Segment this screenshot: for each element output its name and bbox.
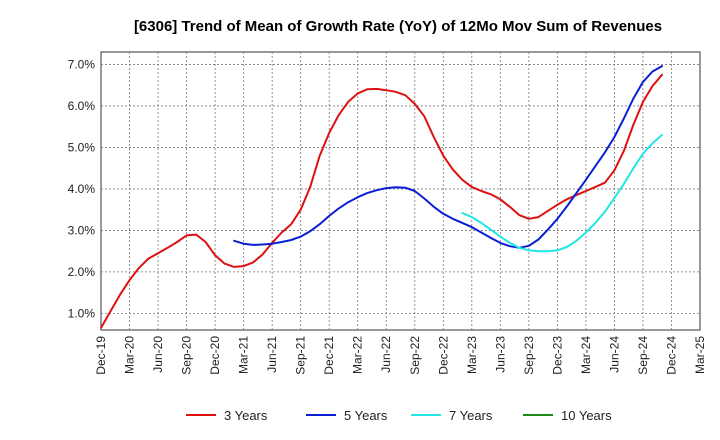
x-tick-label: Mar-24 — [579, 336, 593, 374]
x-tick-label: Jun-24 — [607, 336, 621, 373]
y-tick-label: 6.0% — [68, 99, 96, 113]
y-tick-label: 7.0% — [68, 57, 96, 71]
x-tick-label: Sep-24 — [636, 336, 650, 375]
y-tick-label: 4.0% — [68, 182, 96, 196]
x-tick-label: Dec-20 — [208, 336, 222, 375]
chart-title: [6306] Trend of Mean of Growth Rate (YoY… — [134, 18, 662, 35]
x-tick-label: Dec-23 — [550, 336, 564, 375]
x-tick-label: Mar-25 — [693, 336, 707, 374]
legend-label: 5 Years — [344, 408, 388, 423]
legend-label: 3 Years — [224, 408, 268, 423]
x-tick-label: Mar-21 — [237, 336, 251, 374]
x-tick-label: Dec-24 — [664, 336, 678, 375]
series-line-3-years — [100, 73, 663, 329]
x-tick-label: Mar-20 — [123, 336, 137, 374]
x-tick-label: Dec-19 — [94, 336, 108, 375]
x-tick-label: Jun-22 — [379, 336, 393, 373]
series-line-7-years — [461, 134, 663, 253]
x-tick-label: Jun-23 — [493, 336, 507, 373]
x-tick-label: Sep-21 — [294, 336, 308, 375]
x-tick-label: Dec-22 — [436, 336, 450, 375]
x-tick-label: Dec-21 — [322, 336, 336, 375]
x-tick-label: Mar-23 — [465, 336, 479, 374]
y-tick-label: 5.0% — [68, 140, 96, 154]
y-tick-label: 3.0% — [68, 223, 96, 237]
x-tick-label: Sep-22 — [408, 336, 422, 375]
plot-area: Dec-19 Mar-20 Jun-20 Sep-20 Dec-20 Mar-21 Jun-… — [68, 51, 707, 375]
plot-frame — [100, 51, 701, 331]
legend-label: 7 Years — [449, 408, 493, 423]
series-line-5-years — [233, 65, 663, 249]
x-tick-label: Sep-20 — [180, 336, 194, 375]
x-tick-label: Jun-20 — [151, 336, 165, 373]
x-tick-label: Jun-21 — [265, 336, 279, 373]
x-tick-label: Mar-22 — [351, 336, 365, 374]
legend: 3 Years 5 Years 7 Years 10 Years — [186, 408, 612, 423]
y-tick-label: 2.0% — [68, 265, 96, 279]
x-tick-label: Sep-23 — [522, 336, 536, 375]
legend-label: 10 Years — [561, 408, 612, 423]
y-tick-label: 1.0% — [68, 306, 96, 320]
